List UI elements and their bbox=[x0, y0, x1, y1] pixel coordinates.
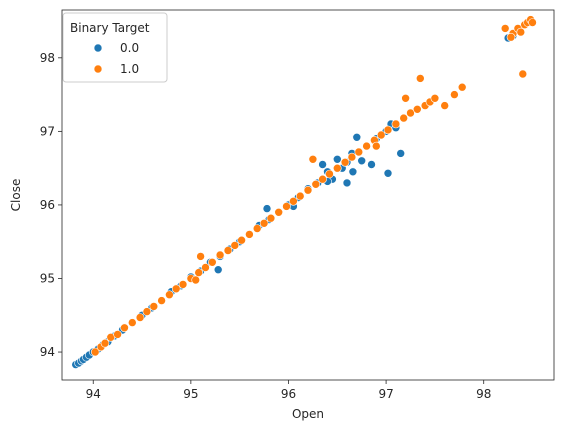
data-point bbox=[274, 208, 284, 217]
series-1 bbox=[90, 15, 537, 357]
y-tick-label: 97 bbox=[40, 124, 55, 138]
data-point bbox=[348, 167, 358, 177]
data-point bbox=[201, 263, 210, 272]
data-point bbox=[332, 163, 342, 173]
x-tick-label: 94 bbox=[86, 387, 101, 401]
data-point bbox=[318, 174, 327, 184]
data-point bbox=[262, 204, 272, 213]
x-tick-label: 95 bbox=[183, 387, 198, 401]
data-point bbox=[506, 32, 516, 42]
data-point bbox=[430, 94, 440, 103]
data-point bbox=[362, 141, 371, 151]
data-point bbox=[191, 275, 200, 285]
data-point bbox=[396, 149, 406, 158]
y-tick-label: 95 bbox=[40, 271, 55, 285]
data-point bbox=[340, 158, 350, 167]
plot-frame bbox=[61, 9, 555, 381]
data-point bbox=[318, 160, 327, 169]
y-axis-label: Close bbox=[9, 179, 23, 212]
data-point bbox=[383, 125, 393, 135]
data-point bbox=[371, 141, 381, 151]
legend-marker-0 bbox=[93, 43, 103, 53]
data-point bbox=[178, 280, 188, 289]
data-point bbox=[354, 147, 364, 157]
data-point bbox=[383, 169, 393, 178]
data-point bbox=[406, 108, 415, 118]
data-point bbox=[230, 241, 240, 250]
legend-marker-1 bbox=[93, 64, 103, 74]
data-point bbox=[352, 133, 362, 142]
data-point bbox=[165, 290, 174, 300]
legend: Binary Target 0.0 1.0 bbox=[62, 12, 168, 83]
y-axis-ticks: 94 95 96 97 98 bbox=[40, 51, 62, 359]
data-point bbox=[367, 160, 376, 169]
legend-title: Binary Target bbox=[70, 21, 150, 35]
data-point bbox=[412, 105, 422, 114]
data-point bbox=[245, 230, 254, 239]
legend-entry-0: 0.0 bbox=[120, 41, 139, 55]
data-point bbox=[142, 307, 152, 316]
x-tick-label: 97 bbox=[378, 387, 393, 401]
data-point bbox=[399, 113, 409, 123]
data-point bbox=[135, 313, 145, 322]
data-point bbox=[516, 27, 526, 37]
x-axis-ticks: 94 95 96 97 98 bbox=[86, 380, 491, 401]
data-point bbox=[332, 155, 342, 164]
data-point bbox=[208, 257, 217, 267]
data-point bbox=[100, 338, 110, 348]
data-point bbox=[252, 224, 262, 233]
data-point bbox=[528, 18, 537, 27]
data-point bbox=[457, 82, 467, 92]
data-point bbox=[194, 268, 203, 277]
data-point bbox=[266, 213, 276, 223]
data-point bbox=[196, 252, 205, 261]
data-point bbox=[295, 191, 305, 201]
data-point bbox=[128, 318, 137, 327]
data-point bbox=[303, 185, 313, 195]
data-point bbox=[450, 90, 459, 99]
data-point bbox=[237, 235, 246, 245]
data-point bbox=[308, 155, 318, 164]
legend-box bbox=[62, 12, 168, 83]
x-tick-label: 98 bbox=[476, 387, 491, 401]
data-point bbox=[518, 69, 528, 79]
data-point bbox=[113, 330, 122, 339]
data-point bbox=[149, 302, 159, 311]
points-layer bbox=[71, 15, 537, 369]
data-point bbox=[342, 178, 352, 188]
x-axis-label: Open bbox=[292, 407, 324, 421]
data-point bbox=[415, 74, 425, 83]
x-tick-label: 96 bbox=[281, 387, 296, 401]
data-point bbox=[440, 101, 450, 110]
y-tick-label: 98 bbox=[40, 51, 55, 65]
data-point bbox=[90, 347, 100, 357]
data-point bbox=[347, 152, 357, 162]
legend-entry-1: 1.0 bbox=[120, 62, 139, 76]
data-point bbox=[157, 296, 166, 305]
data-point bbox=[500, 24, 510, 33]
data-point bbox=[282, 202, 291, 211]
y-tick-label: 96 bbox=[40, 198, 55, 212]
data-point bbox=[259, 219, 269, 228]
data-point bbox=[311, 180, 321, 189]
data-point bbox=[120, 323, 129, 333]
data-point bbox=[391, 119, 401, 129]
data-point bbox=[171, 284, 181, 294]
y-tick-label: 94 bbox=[40, 345, 55, 359]
data-point bbox=[357, 156, 367, 166]
data-point bbox=[376, 130, 386, 140]
data-point bbox=[289, 197, 298, 206]
data-point bbox=[401, 94, 410, 103]
data-point bbox=[213, 265, 223, 275]
data-point bbox=[215, 250, 225, 260]
data-point bbox=[223, 246, 233, 255]
data-point bbox=[325, 169, 334, 179]
